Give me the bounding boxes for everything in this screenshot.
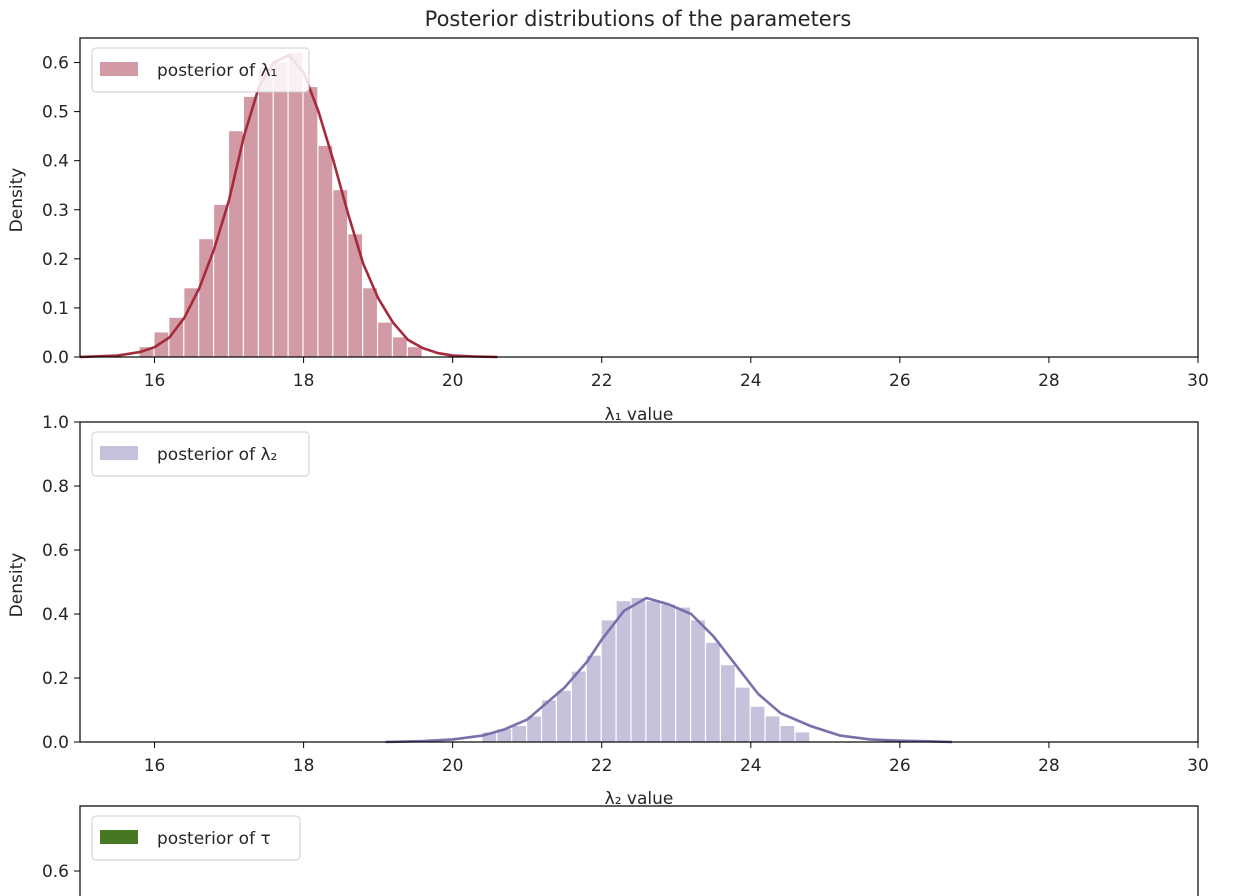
histogram-bar <box>139 347 154 357</box>
histogram-bar <box>154 332 169 357</box>
x-axis-label: λ₁ value <box>605 405 674 425</box>
figure-title: Posterior distributions of the parameter… <box>425 7 852 31</box>
y-tick-label: 0.6 <box>42 862 69 882</box>
legend-box <box>91 47 310 93</box>
histogram-bar <box>288 52 303 357</box>
legend: posterior of τ <box>91 815 301 861</box>
histogram-bar <box>616 601 631 742</box>
histogram-bar <box>735 687 750 742</box>
histogram-bar <box>661 604 676 742</box>
histogram-bar <box>646 601 661 742</box>
x-tick-label: 18 <box>293 756 315 776</box>
legend-box <box>91 431 310 477</box>
x-tick-label: 26 <box>889 371 911 391</box>
panel-lambda2: 16 18 20 22 24 26 28 30 0.0 0.2 0.4 0.6 0.8 1.0 Densit… <box>7 413 1209 809</box>
histogram-bar <box>795 732 810 742</box>
histogram-bar <box>542 700 556 742</box>
x-axis-label: λ₂ value <box>605 789 674 809</box>
histogram-bar <box>348 234 363 357</box>
histogram-bar <box>169 317 184 357</box>
legend-label: posterior of τ <box>157 829 271 849</box>
histogram-bar <box>378 322 392 357</box>
x-tick-label: 28 <box>1038 756 1060 776</box>
histogram-bar <box>497 729 512 742</box>
histogram-bar <box>706 642 720 742</box>
histogram-bar <box>631 598 646 742</box>
histogram-bar <box>571 671 586 742</box>
legend-swatch <box>100 446 138 460</box>
histogram-bar <box>243 96 258 358</box>
y-tick-label: 0.0 <box>42 733 69 753</box>
y-tick-label: 0.2 <box>42 250 69 270</box>
x-tick-label: 26 <box>889 756 911 776</box>
histogram-bar <box>586 655 601 742</box>
y-axis-label: Density <box>7 168 27 233</box>
histogram-bar <box>780 726 795 742</box>
kde-line <box>385 596 953 744</box>
legend-label: posterior of λ₂ <box>157 445 277 465</box>
histogram-bar <box>557 690 571 742</box>
y-tick-label: 1.0 <box>42 413 69 433</box>
histogram-bar <box>601 620 616 742</box>
histogram-bar <box>214 204 228 357</box>
x-tick-label: 30 <box>1187 371 1209 391</box>
x-tick-label: 20 <box>442 756 464 776</box>
x-tick-label: 30 <box>1187 756 1209 776</box>
histogram-bar <box>527 716 541 742</box>
histogram-bar <box>199 239 213 357</box>
legend-label: posterior of λ₁ <box>157 61 277 81</box>
panel-tau: 0.6 posterior of τ <box>42 805 1199 896</box>
histogram-bar <box>765 716 780 742</box>
y-axis-label: Density <box>7 553 27 618</box>
x-tick-label: 28 <box>1038 371 1060 391</box>
histogram-bar <box>750 706 765 742</box>
x-tick-label: 18 <box>293 371 315 391</box>
histogram-bar <box>303 87 318 358</box>
legend-swatch <box>100 62 138 76</box>
histogram-bar <box>273 62 288 358</box>
y-tick-label: 0.4 <box>42 605 69 625</box>
y-tick-label: 0.1 <box>42 299 69 319</box>
histogram-bar <box>407 347 422 357</box>
y-tick-label: 0.0 <box>42 348 69 368</box>
axes-frame <box>79 37 1199 358</box>
y-tick-label: 0.6 <box>42 54 69 74</box>
histogram-bar <box>512 726 526 742</box>
axes-frame <box>79 421 1199 743</box>
histogram-bar <box>318 145 333 357</box>
axes-frame <box>79 805 1199 896</box>
legend: posterior of λ₂ <box>91 431 310 477</box>
histogram-bar <box>691 620 705 742</box>
histogram-bar <box>720 665 735 742</box>
legend-box <box>91 815 301 861</box>
histogram-bar <box>184 288 199 357</box>
x-tick-label: 20 <box>442 371 464 391</box>
x-tick-label: 24 <box>740 756 762 776</box>
panel-lambda1: 16 18 20 22 24 26 28 30 0.0 0.1 0.2 0.3 0.4 0.5 0.6 Den… <box>7 37 1209 425</box>
y-tick-label: 0.6 <box>42 541 69 561</box>
histogram-bar <box>333 190 348 357</box>
histogram-bar <box>482 732 497 742</box>
histogram-bar <box>363 288 377 357</box>
histogram-bar <box>676 607 690 742</box>
y-tick-label: 0.8 <box>42 477 69 497</box>
y-tick-label: 0.2 <box>42 669 69 689</box>
x-tick-label: 24 <box>740 371 762 391</box>
histogram-bars <box>139 52 422 358</box>
histogram-bar <box>393 337 407 357</box>
legend: posterior of λ₁ <box>91 47 310 93</box>
legend-swatch <box>100 830 138 844</box>
y-tick-label: 0.4 <box>42 152 69 172</box>
x-tick-label: 16 <box>144 371 166 391</box>
y-tick-label: 0.5 <box>42 103 69 123</box>
histogram-bar <box>258 67 273 357</box>
x-tick-label: 16 <box>144 756 166 776</box>
histogram-bars <box>482 598 810 742</box>
x-tick-label: 22 <box>591 371 613 391</box>
x-tick-label: 22 <box>591 756 613 776</box>
y-tick-label: 0.3 <box>42 201 69 221</box>
